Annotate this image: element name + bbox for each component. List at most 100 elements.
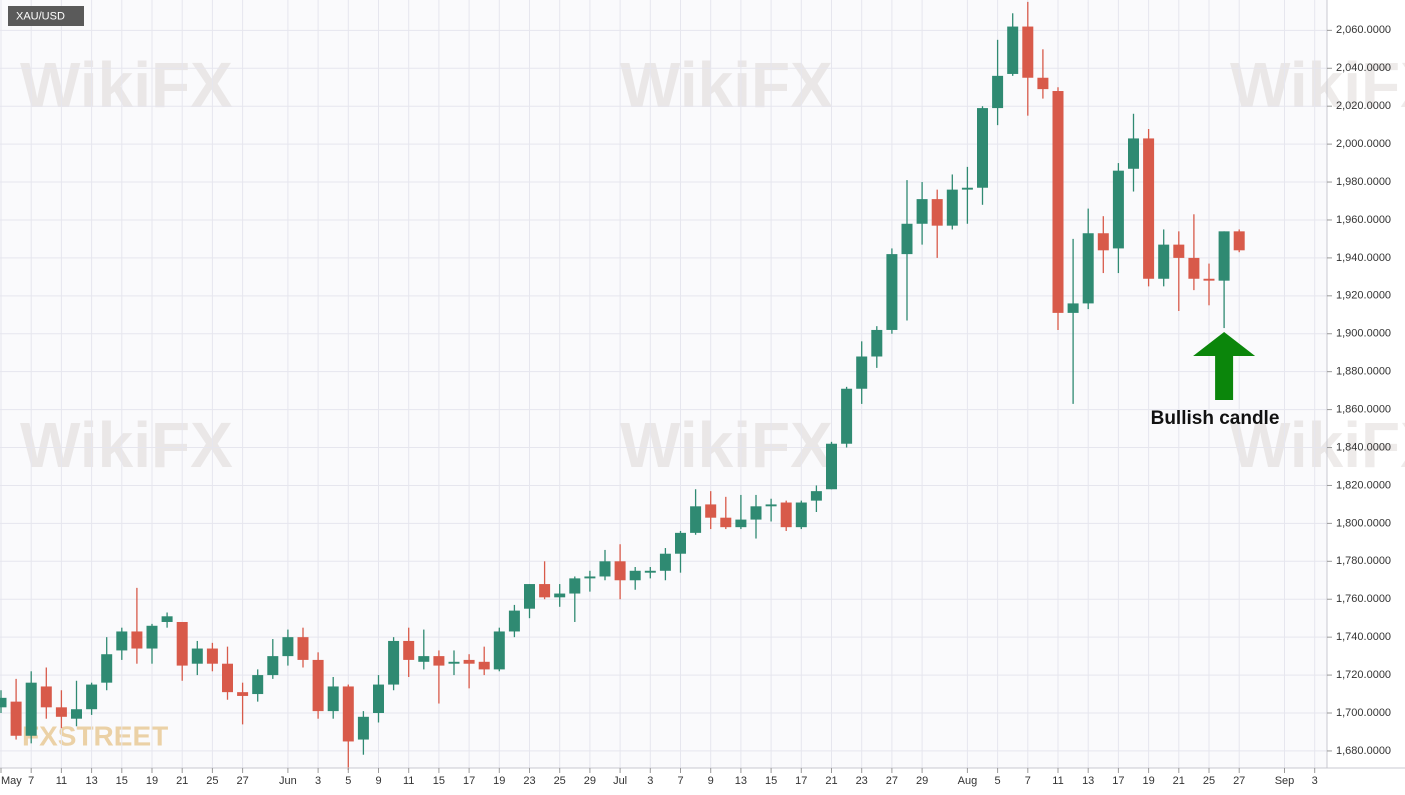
candle-body xyxy=(1052,91,1064,313)
x-tick-label: 13 xyxy=(85,775,97,787)
candle-body xyxy=(931,199,943,226)
x-tick-label: 29 xyxy=(916,775,928,787)
candle-body xyxy=(40,686,52,708)
y-tick-label: 1,800.0000 xyxy=(1336,517,1391,529)
candle-body xyxy=(750,506,762,520)
y-tick-label: 1,920.0000 xyxy=(1336,290,1391,302)
candle-body xyxy=(1188,257,1200,279)
plot-background xyxy=(0,0,1327,768)
candle-body xyxy=(614,561,626,581)
candle-body xyxy=(554,593,566,598)
candle-body xyxy=(826,443,837,490)
candle-body xyxy=(735,519,747,528)
candle-body xyxy=(388,640,400,685)
candle-body xyxy=(267,656,279,676)
x-tick-label: 19 xyxy=(1142,775,1154,787)
y-tick-label: 1,880.0000 xyxy=(1336,366,1391,378)
candle-body xyxy=(841,388,853,444)
x-tick-label: Sep xyxy=(1275,775,1295,787)
candle-body xyxy=(1158,244,1170,279)
candle-body xyxy=(463,659,475,664)
candle-body xyxy=(191,648,203,664)
candle-body xyxy=(161,616,173,622)
x-tick-label: Jun xyxy=(279,775,297,787)
y-tick-label: 1,820.0000 xyxy=(1336,479,1391,491)
candle-body xyxy=(1067,303,1079,313)
candle-body xyxy=(705,504,717,518)
candle-body xyxy=(1173,244,1185,258)
candle-body xyxy=(297,637,309,660)
x-tick-label: 21 xyxy=(1173,775,1185,787)
candle-body xyxy=(524,584,535,609)
chart-title: XAU/USD xyxy=(16,10,65,22)
candle-body xyxy=(418,656,430,662)
y-tick-label: 2,000.0000 xyxy=(1336,138,1391,150)
x-tick-label: 11 xyxy=(56,775,67,787)
candle-body xyxy=(433,656,445,666)
watermark: WikiFX xyxy=(620,409,833,481)
candle-body xyxy=(373,684,384,714)
y-tick-label: 2,020.0000 xyxy=(1336,100,1391,112)
x-tick-label: 15 xyxy=(116,775,128,787)
candle-body xyxy=(282,637,294,657)
candle-body xyxy=(357,716,369,740)
candle-body xyxy=(101,654,113,683)
candle-body xyxy=(1233,231,1245,251)
candle-body xyxy=(493,631,505,670)
x-tick-label: 29 xyxy=(584,775,596,787)
y-tick-label: 1,680.0000 xyxy=(1336,745,1391,757)
candle-body xyxy=(539,584,551,598)
candle-body xyxy=(312,659,324,712)
x-tick-label: 25 xyxy=(206,775,218,787)
candle-body xyxy=(871,329,883,357)
x-tick-label: 13 xyxy=(1082,775,1094,787)
candle-body xyxy=(1037,77,1049,90)
x-tick-label: 5 xyxy=(345,775,351,787)
candle-body xyxy=(765,504,777,507)
candle-body xyxy=(508,610,520,632)
x-tick-label: 27 xyxy=(236,775,248,787)
x-tick-label: 19 xyxy=(146,775,158,787)
annotation: Bullish candle xyxy=(1151,408,1280,429)
x-tick-label: 9 xyxy=(708,775,714,787)
candle-body xyxy=(659,553,671,571)
candle-body xyxy=(478,661,490,670)
x-tick-label: 3 xyxy=(315,775,321,787)
x-tick-label: 7 xyxy=(28,775,34,787)
x-tick-label: 11 xyxy=(1052,775,1063,787)
candle-body xyxy=(86,684,98,710)
candle-body xyxy=(1097,233,1109,251)
x-tick-label: 27 xyxy=(1233,775,1245,787)
x-tick-label: 25 xyxy=(554,775,566,787)
candle-body xyxy=(252,675,264,695)
y-tick-label: 1,980.0000 xyxy=(1336,176,1391,188)
x-tick-label: 7 xyxy=(1025,775,1031,787)
candle-body xyxy=(116,631,128,651)
candle-body xyxy=(403,640,415,660)
y-tick-label: 1,740.0000 xyxy=(1336,631,1391,643)
y-tick-label: 1,760.0000 xyxy=(1336,593,1391,605)
y-tick-label: 1,780.0000 xyxy=(1336,555,1391,567)
symbol-badge xyxy=(8,6,84,26)
candle-body xyxy=(55,707,67,717)
candle-body xyxy=(644,570,656,573)
candle-body xyxy=(1022,26,1034,78)
candle-body xyxy=(1143,138,1155,279)
candle-body xyxy=(176,621,188,666)
candle-body xyxy=(916,199,928,224)
x-tick-label: 13 xyxy=(735,775,747,787)
y-tick-label: 1,860.0000 xyxy=(1336,404,1391,416)
y-tick-label: 1,840.0000 xyxy=(1336,441,1391,453)
annotation-arrow xyxy=(1193,332,1256,401)
y-tick-label: 2,060.0000 xyxy=(1336,24,1391,36)
x-tick-label: 17 xyxy=(463,775,475,787)
x-tick-label: 3 xyxy=(647,775,653,787)
x-tick-label: 15 xyxy=(765,775,777,787)
candle-body xyxy=(780,502,792,528)
x-tick-label: 19 xyxy=(493,775,505,787)
x-tick-label: Aug xyxy=(958,775,978,787)
candle-body xyxy=(690,506,702,533)
watermark: WikiFX xyxy=(20,49,233,121)
